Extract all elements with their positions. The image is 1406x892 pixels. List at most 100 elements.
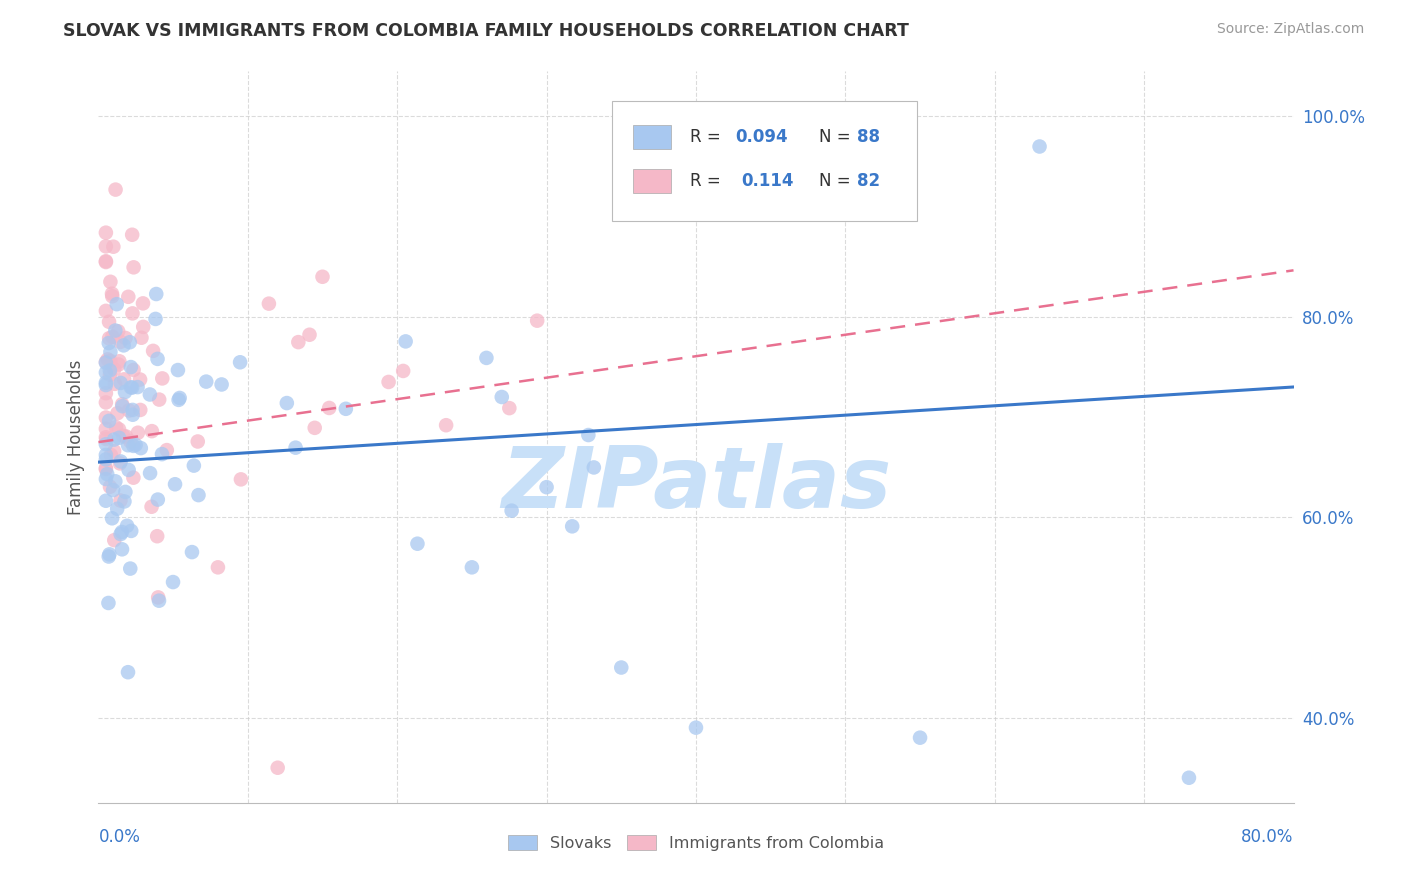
- Point: [111, 524, 134, 539]
- Point: [103, 240, 125, 254]
- Point: [117, 665, 139, 680]
- Point: [311, 269, 333, 284]
- Point: [101, 286, 124, 301]
- Point: [97, 596, 120, 610]
- Point: [141, 424, 163, 438]
- Point: [141, 500, 163, 514]
- Point: [146, 529, 169, 543]
- Point: [108, 354, 131, 368]
- Point: [103, 444, 125, 458]
- Point: [105, 420, 128, 434]
- Point: [97, 336, 120, 351]
- Point: [169, 391, 191, 405]
- Point: [211, 377, 233, 392]
- Bar: [633, 126, 671, 149]
- Point: [112, 338, 135, 352]
- Point: [111, 542, 134, 557]
- Text: R =: R =: [690, 128, 725, 146]
- Point: [111, 399, 134, 413]
- Point: [121, 227, 143, 242]
- Point: [115, 429, 138, 443]
- Point: [536, 480, 558, 494]
- Point: [114, 385, 136, 400]
- Point: [121, 403, 143, 417]
- Point: [122, 363, 145, 377]
- Point: [98, 368, 121, 382]
- Point: [94, 461, 117, 475]
- Point: [139, 387, 162, 401]
- Point: [100, 275, 122, 289]
- Point: [276, 396, 298, 410]
- Point: [98, 414, 121, 428]
- Point: [110, 454, 132, 468]
- Point: [105, 501, 128, 516]
- Point: [267, 761, 290, 775]
- Point: [395, 334, 418, 349]
- Point: [298, 327, 321, 342]
- Point: [1178, 771, 1201, 785]
- Point: [207, 560, 229, 574]
- Point: [101, 511, 124, 525]
- Text: R =: R =: [690, 172, 731, 190]
- Point: [94, 462, 117, 476]
- Point: [156, 443, 179, 458]
- Point: [104, 324, 127, 338]
- Point: [146, 351, 169, 366]
- Point: [94, 472, 117, 486]
- Point: [120, 360, 142, 375]
- Point: [148, 392, 170, 407]
- Point: [377, 375, 399, 389]
- Point: [94, 355, 117, 369]
- Point: [94, 239, 117, 253]
- Point: [167, 363, 190, 377]
- Point: [121, 408, 143, 422]
- Point: [120, 380, 142, 394]
- Point: [187, 434, 209, 449]
- Point: [120, 561, 142, 575]
- Point: [118, 403, 141, 417]
- Point: [1028, 139, 1050, 153]
- Point: [105, 297, 128, 311]
- Point: [96, 467, 118, 482]
- Point: [127, 425, 149, 440]
- FancyBboxPatch shape: [613, 101, 917, 221]
- Point: [118, 463, 141, 477]
- Point: [97, 352, 120, 367]
- Point: [318, 401, 340, 415]
- Point: [163, 477, 186, 491]
- Point: [127, 380, 149, 394]
- Point: [115, 518, 138, 533]
- Point: [122, 260, 145, 275]
- Legend: Slovaks, Immigrants from Colombia: Slovaks, Immigrants from Colombia: [502, 828, 890, 857]
- Point: [132, 319, 155, 334]
- Point: [94, 376, 117, 390]
- Point: [498, 401, 520, 416]
- Point: [129, 403, 152, 417]
- Point: [94, 448, 117, 462]
- Text: SLOVAK VS IMMIGRANTS FROM COLOMBIA FAMILY HOUSEHOLDS CORRELATION CHART: SLOVAK VS IMMIGRANTS FROM COLOMBIA FAMIL…: [63, 22, 910, 40]
- Point: [229, 472, 252, 486]
- Point: [461, 560, 484, 574]
- Point: [100, 345, 122, 359]
- Y-axis label: Family Households: Family Households: [66, 359, 84, 515]
- Point: [183, 458, 205, 473]
- Point: [94, 395, 117, 409]
- Text: N =: N =: [820, 128, 856, 146]
- Point: [284, 441, 307, 455]
- Point: [108, 431, 131, 445]
- Text: 80.0%: 80.0%: [1241, 828, 1294, 846]
- Point: [129, 441, 152, 455]
- Point: [392, 364, 415, 378]
- Point: [304, 421, 326, 435]
- Point: [107, 324, 129, 338]
- Point: [110, 527, 132, 541]
- Point: [104, 183, 127, 197]
- Point: [98, 547, 121, 561]
- Point: [117, 290, 139, 304]
- Point: [150, 447, 173, 461]
- Point: [94, 304, 117, 318]
- Point: [129, 372, 152, 386]
- Point: [526, 314, 548, 328]
- Point: [229, 355, 252, 369]
- Point: [94, 366, 117, 380]
